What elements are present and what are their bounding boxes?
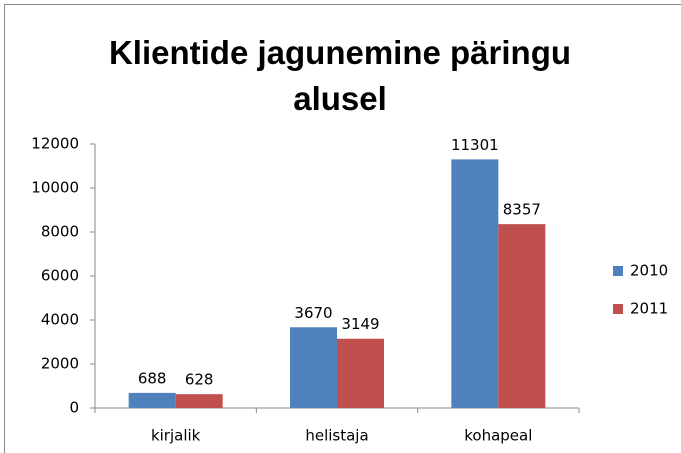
chart-border: [4, 4, 681, 453]
y-tick-label: 8000: [41, 223, 79, 241]
x-tick-label: kirjalik: [151, 427, 201, 445]
y-tick-label: 4000: [41, 311, 79, 329]
bar: [337, 338, 384, 408]
x-tick-label: helistaja: [305, 427, 368, 445]
y-tick-label: 2000: [41, 355, 79, 373]
bar: [498, 224, 546, 408]
bar: [175, 394, 223, 408]
y-tick-label: 10000: [31, 179, 79, 197]
y-tick-label: 0: [69, 399, 79, 417]
y-tick-label: 12000: [31, 135, 79, 153]
bar: [290, 327, 337, 408]
value-label: 8357: [503, 201, 541, 219]
bar: [451, 159, 499, 408]
x-tick-label: kohapeal: [464, 427, 532, 445]
legend-swatch: [613, 304, 623, 314]
value-label: 628: [185, 371, 214, 389]
chart-title: Klientide jagunemine päringu alusel: [108, 34, 572, 117]
value-label: 688: [138, 369, 167, 387]
value-label: 3149: [341, 315, 379, 333]
value-label: 3670: [294, 304, 332, 322]
legend-label: 2010: [630, 262, 668, 280]
y-tick-label: 6000: [41, 267, 79, 285]
legend-label: 2011: [630, 300, 668, 318]
legend-swatch: [613, 266, 623, 276]
value-label: 11301: [451, 136, 499, 154]
bar: [128, 392, 176, 408]
